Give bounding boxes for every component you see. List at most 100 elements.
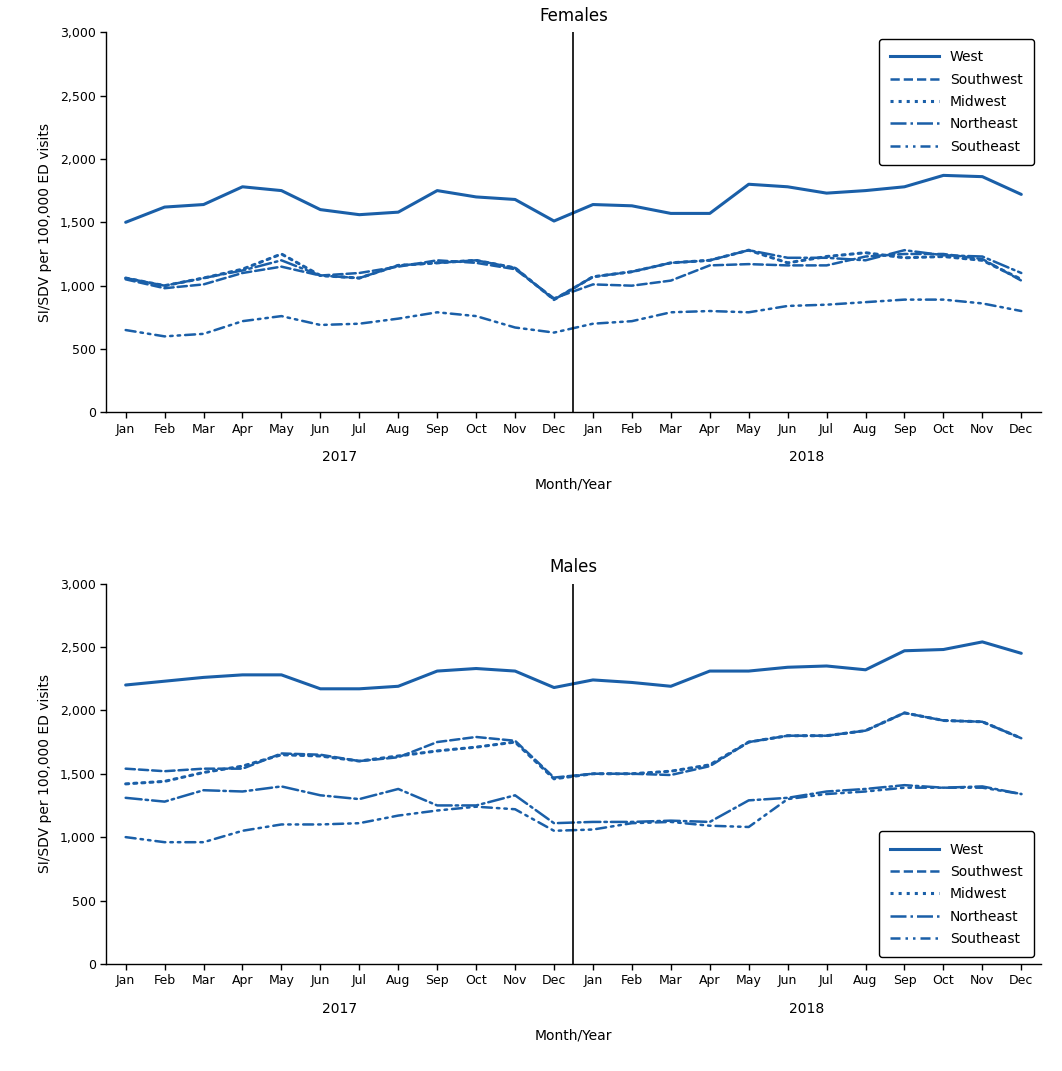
Southwest	[703, 259, 716, 272]
Northeast	[509, 789, 521, 802]
West	[586, 198, 599, 211]
Southeast	[198, 835, 210, 848]
Line: West: West	[125, 642, 1022, 689]
Southeast	[158, 835, 171, 848]
Southwest	[431, 736, 444, 749]
Midwest	[119, 778, 132, 790]
Northeast	[119, 791, 132, 804]
Northeast	[782, 252, 794, 265]
West	[782, 180, 794, 193]
West	[469, 662, 482, 675]
Southeast	[353, 817, 365, 830]
Southeast	[236, 315, 249, 328]
Northeast	[314, 789, 327, 802]
West	[236, 180, 249, 193]
West	[509, 665, 521, 678]
Line: West: West	[125, 176, 1022, 223]
Midwest	[820, 251, 833, 263]
Southeast	[586, 317, 599, 330]
West	[431, 184, 444, 197]
Midwest	[392, 750, 405, 763]
Southeast	[314, 818, 327, 831]
Southwest	[119, 763, 132, 775]
Southeast	[820, 298, 833, 311]
Northeast	[236, 785, 249, 798]
Southeast	[937, 293, 949, 306]
West	[469, 191, 482, 203]
Northeast	[198, 272, 210, 285]
Midwest	[898, 252, 911, 265]
Southeast	[820, 787, 833, 800]
Southwest	[509, 262, 521, 275]
West	[119, 679, 132, 692]
West	[198, 670, 210, 683]
Midwest	[469, 741, 482, 754]
Southwest	[353, 755, 365, 768]
Southwest	[392, 260, 405, 273]
Southwest	[1015, 274, 1028, 287]
Northeast	[665, 814, 678, 827]
Southeast	[431, 804, 444, 817]
Midwest	[198, 766, 210, 779]
Midwest	[314, 750, 327, 763]
West	[119, 216, 132, 229]
Midwest	[548, 772, 561, 785]
Northeast	[431, 256, 444, 269]
Southwest	[275, 260, 288, 273]
Northeast	[469, 254, 482, 267]
Midwest	[275, 247, 288, 260]
Midwest	[976, 254, 989, 267]
Northeast	[782, 791, 794, 804]
Midwest	[898, 707, 911, 720]
Line: Northeast: Northeast	[125, 785, 1022, 824]
Southwest	[158, 765, 171, 778]
Midwest	[665, 765, 678, 778]
Southeast	[898, 781, 911, 794]
Southwest	[548, 292, 561, 305]
Southwest	[392, 751, 405, 764]
West	[392, 206, 405, 218]
West	[314, 203, 327, 216]
Legend: West, Southwest, Midwest, Northeast, Southeast: West, Southwest, Midwest, Northeast, Sou…	[879, 831, 1033, 957]
West	[976, 635, 989, 648]
Midwest	[509, 261, 521, 274]
Southeast	[236, 825, 249, 838]
Northeast	[119, 272, 132, 285]
Northeast	[1015, 267, 1028, 280]
Southwest	[509, 735, 521, 748]
Text: Month/Year: Month/Year	[535, 477, 612, 492]
Text: 2017: 2017	[322, 451, 358, 465]
Southeast	[703, 819, 716, 832]
Southwest	[119, 273, 132, 286]
Southwest	[236, 763, 249, 775]
Northeast	[820, 252, 833, 265]
Southwest	[198, 278, 210, 291]
Northeast	[976, 251, 989, 263]
Midwest	[198, 272, 210, 285]
Northeast	[1015, 787, 1028, 800]
Midwest	[158, 775, 171, 788]
Text: 2017: 2017	[322, 1002, 358, 1016]
Southwest	[782, 259, 794, 272]
Southeast	[353, 317, 365, 330]
Southwest	[898, 247, 911, 260]
West	[198, 198, 210, 211]
Midwest	[119, 272, 132, 285]
Midwest	[626, 767, 638, 780]
Northeast	[469, 799, 482, 812]
Northeast	[976, 780, 989, 793]
West	[626, 676, 638, 689]
Southwest	[976, 715, 989, 728]
West	[665, 207, 678, 220]
Northeast	[353, 793, 365, 805]
West	[665, 680, 678, 693]
West	[742, 665, 755, 678]
Southeast	[275, 818, 288, 831]
Southwest	[586, 278, 599, 291]
Southeast	[469, 800, 482, 813]
Midwest	[703, 254, 716, 267]
Northeast	[198, 784, 210, 797]
Southeast	[976, 297, 989, 310]
Northeast	[158, 280, 171, 292]
Northeast	[665, 256, 678, 269]
